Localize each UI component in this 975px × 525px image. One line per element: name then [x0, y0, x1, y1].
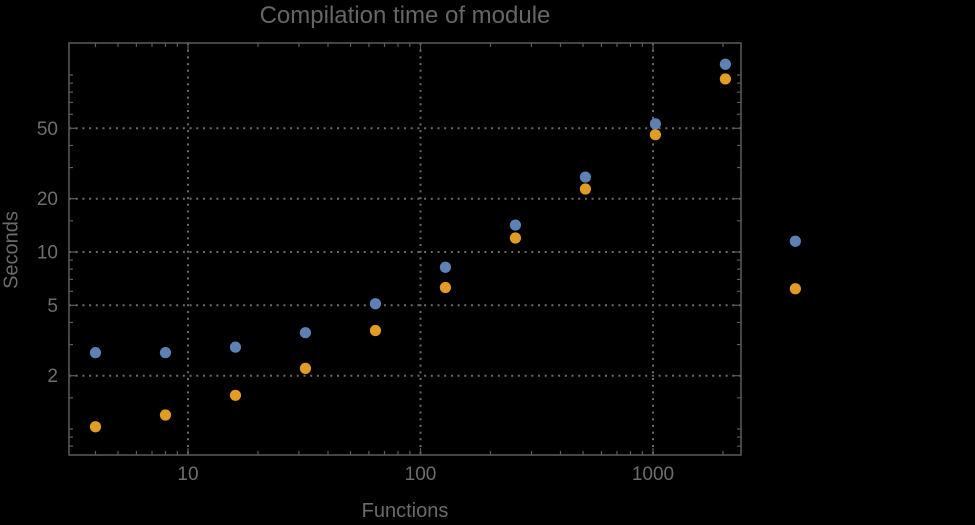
y-axis-label: Seconds	[0, 211, 23, 289]
data-point-series-blue	[159, 347, 172, 359]
data-point-series-orange	[299, 362, 312, 374]
y-tick-label: 20	[37, 189, 58, 210]
y-tick-label: 2	[47, 366, 58, 387]
data-point-series-orange	[789, 283, 801, 295]
data-point-series-orange	[719, 73, 731, 85]
data-point-series-blue	[229, 341, 242, 353]
data-point-series-blue	[789, 235, 801, 247]
data-point-series-blue	[89, 347, 102, 359]
data-point-series-orange	[159, 409, 172, 421]
data-point-series-orange	[89, 421, 102, 433]
data-point-series-orange	[509, 232, 522, 244]
data-point-series-blue	[509, 219, 522, 231]
data-point-series-orange	[649, 129, 661, 141]
data-point-series-blue	[439, 261, 452, 273]
data-point-series-blue	[649, 118, 661, 130]
x-tick-label: 1000	[632, 464, 674, 485]
x-axis-label: Functions	[361, 500, 449, 522]
data-point-series-orange	[579, 183, 592, 195]
data-point-series-orange	[369, 324, 382, 337]
x-tick-label: 100	[405, 464, 437, 485]
data-point-series-blue	[719, 58, 731, 70]
data-point-series-orange	[439, 281, 452, 294]
data-point-series-blue	[579, 171, 592, 183]
x-tick-label: 10	[177, 464, 198, 485]
y-tick-label: 5	[47, 296, 58, 317]
y-tick-label: 10	[37, 243, 58, 264]
plot-frame	[68, 42, 742, 456]
data-point-series-blue	[369, 298, 382, 310]
data-point-series-blue	[299, 327, 312, 339]
y-tick-label: 50	[37, 119, 58, 140]
data-point-series-orange	[229, 389, 242, 401]
chart-title: Compilation time of module	[259, 2, 551, 29]
